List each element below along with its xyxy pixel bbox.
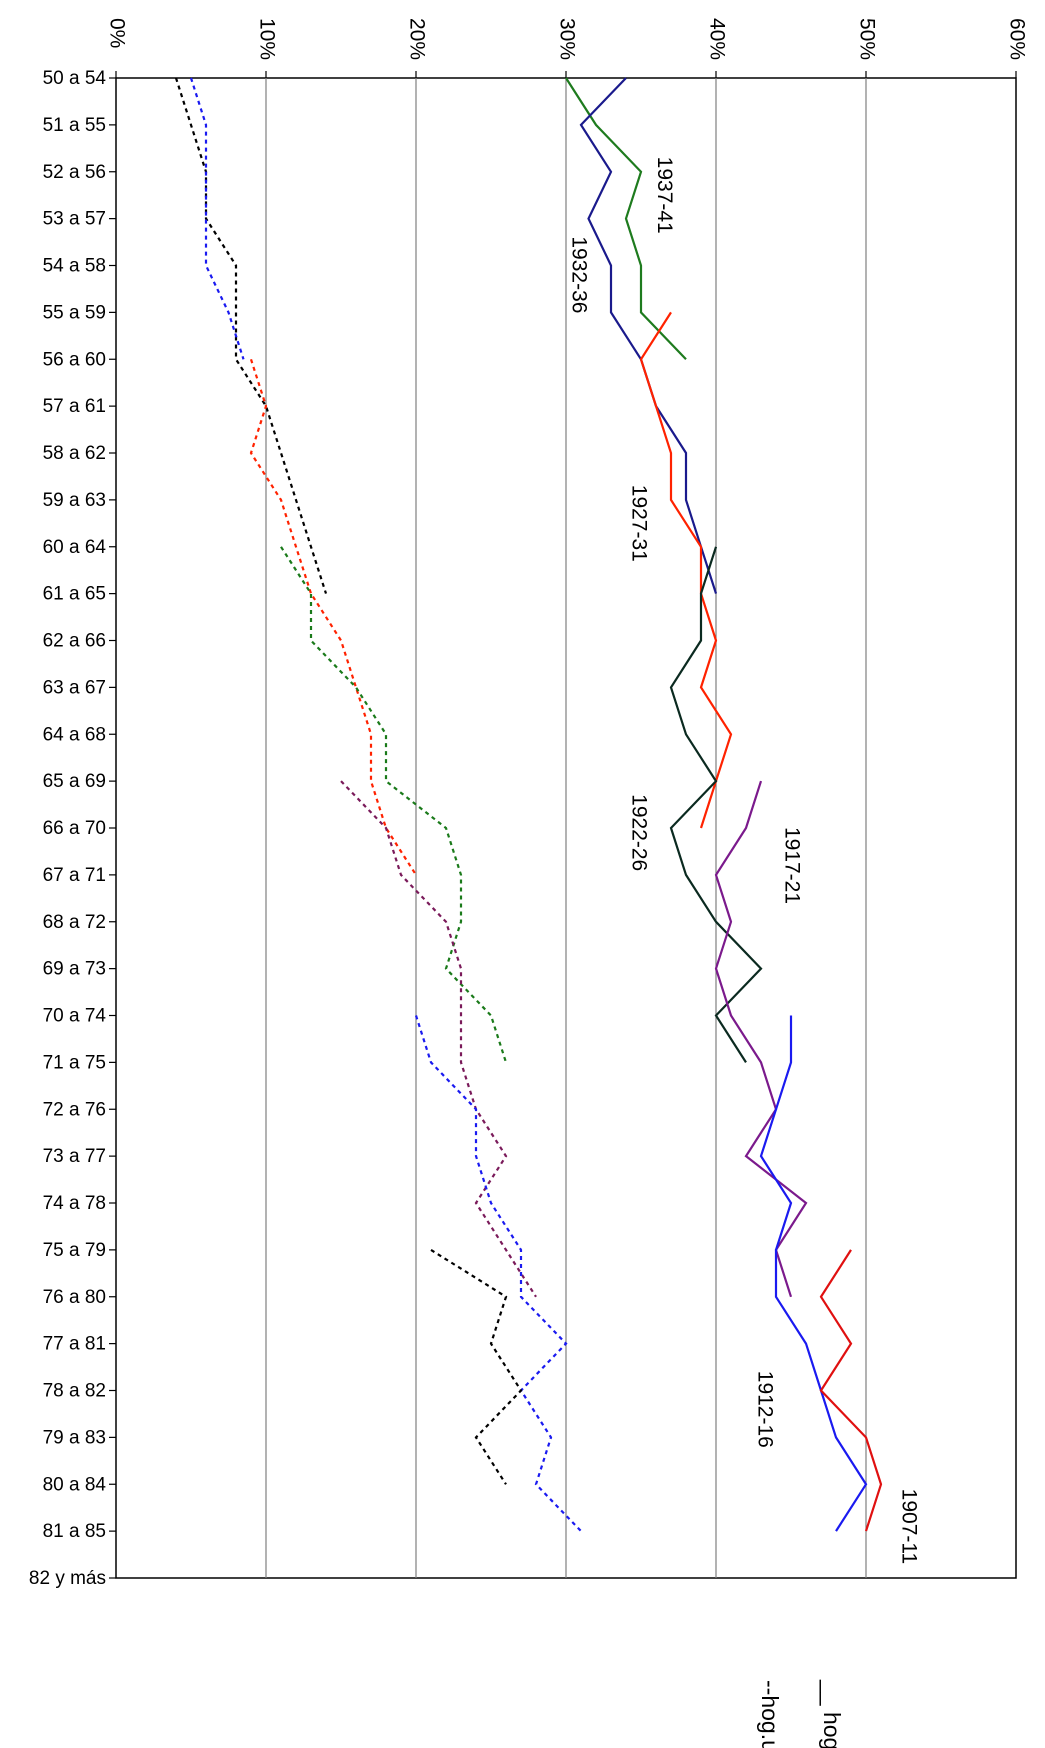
category-tick-label: 73 a 77 (43, 1146, 106, 1167)
hog-ext-line-1912-16 (759, 1015, 868, 1532)
category-tick-label: 79 a 83 (43, 1427, 106, 1448)
category-tick-label: 80 a 84 (43, 1474, 107, 1495)
value-tick-label: 30% (555, 18, 578, 60)
category-tick-label: 76 a 80 (43, 1287, 106, 1308)
category-tick-label: 50 a 54 (43, 68, 107, 89)
hog-uni-line (249, 358, 417, 876)
category-tick-label: 77 a 81 (43, 1334, 106, 1355)
category-tick-label: 70 a 74 (43, 1006, 107, 1027)
hog-uni-line (189, 77, 245, 360)
category-tick-label: 54 a 58 (43, 256, 106, 277)
value-tick-label: 0% (105, 18, 128, 48)
category-tick-label: 63 a 67 (43, 677, 106, 698)
category-tick-label: 82 y más (29, 1568, 106, 1589)
category-axis-ticks: 50 a 54 51 a 55 52 a 56 53 a 57 54 a 58 55 a … (29, 68, 116, 1589)
category-tick-label: 64 a 68 (43, 724, 106, 745)
category-tick-label: 59 a 63 (43, 490, 106, 511)
series-labels: 1937-41 1932-36 1927-31 1922-26 1917-21 1912-… (567, 157, 920, 1564)
category-tick-label: 61 a 65 (43, 584, 106, 605)
category-tick-label: 68 a 72 (43, 912, 106, 933)
series-label: 1937-41 (653, 157, 676, 234)
hog-ext-line-1937-41 (565, 77, 687, 361)
hog-uni-line (414, 1015, 582, 1532)
legend: __ hog.ext. --hog.uni. (757, 1679, 845, 1748)
value-tick-label: 10% (255, 18, 278, 60)
category-tick-label: 66 a 70 (43, 818, 106, 839)
category-tick-label: 67 a 71 (43, 865, 106, 886)
hog-ext-line-1927-31 (639, 311, 733, 829)
value-tick-label: 60% (1005, 18, 1028, 60)
hog-ext-line-1922-26 (669, 546, 763, 1063)
hog-ext-line-1907-11 (819, 1249, 883, 1532)
category-tick-label: 81 a 85 (43, 1521, 106, 1542)
series-label: 1907-11 (897, 1489, 920, 1565)
hog-ext-line-1917-21 (714, 780, 808, 1298)
series-label: 1912-16 (753, 1371, 776, 1448)
series-label: 1927-31 (627, 485, 650, 562)
series-label: 1917-21 (780, 827, 803, 904)
legend-entry-hog-ext: __ hog.ext. (819, 1679, 845, 1748)
hog-uni-line (174, 77, 328, 594)
series-lines (174, 77, 883, 1532)
category-tick-label: 65 a 69 (43, 771, 106, 792)
hog-ext-line-1932-36 (579, 77, 718, 594)
category-tick-label: 75 a 79 (43, 1240, 106, 1261)
category-tick-label: 78 a 82 (43, 1381, 106, 1402)
legend-entry-hog-uni: --hog.uni. (757, 1680, 783, 1748)
category-tick-label: 52 a 56 (43, 162, 106, 183)
category-tick-label: 72 a 76 (43, 1099, 106, 1120)
category-tick-label: 55 a 59 (43, 302, 106, 323)
value-tick-label: 40% (705, 18, 728, 60)
category-tick-label: 58 a 62 (43, 443, 106, 464)
hog-uni-line (340, 780, 537, 1298)
category-tick-label: 62 a 66 (43, 631, 106, 652)
series-label: 1922-26 (627, 794, 650, 871)
category-tick-label: 60 a 64 (43, 537, 107, 558)
value-axis-ticks: 0% 10% 20% 30% 40% 50% 60% (105, 18, 1028, 78)
category-tick-label: 53 a 57 (43, 209, 106, 230)
hog-uni-line (430, 1248, 523, 1485)
series-label: 1932-36 (567, 236, 590, 313)
category-tick-label: 74 a 78 (43, 1193, 106, 1214)
gridlines (265, 78, 867, 1578)
category-tick-label: 51 a 55 (43, 115, 106, 136)
value-tick-label: 50% (855, 18, 878, 60)
category-tick-label: 57 a 61 (43, 396, 106, 417)
category-tick-label: 71 a 75 (43, 1052, 106, 1073)
category-tick-label: 69 a 73 (43, 959, 106, 980)
category-tick-label: 56 a 60 (43, 349, 106, 370)
value-tick-label: 20% (405, 18, 428, 60)
